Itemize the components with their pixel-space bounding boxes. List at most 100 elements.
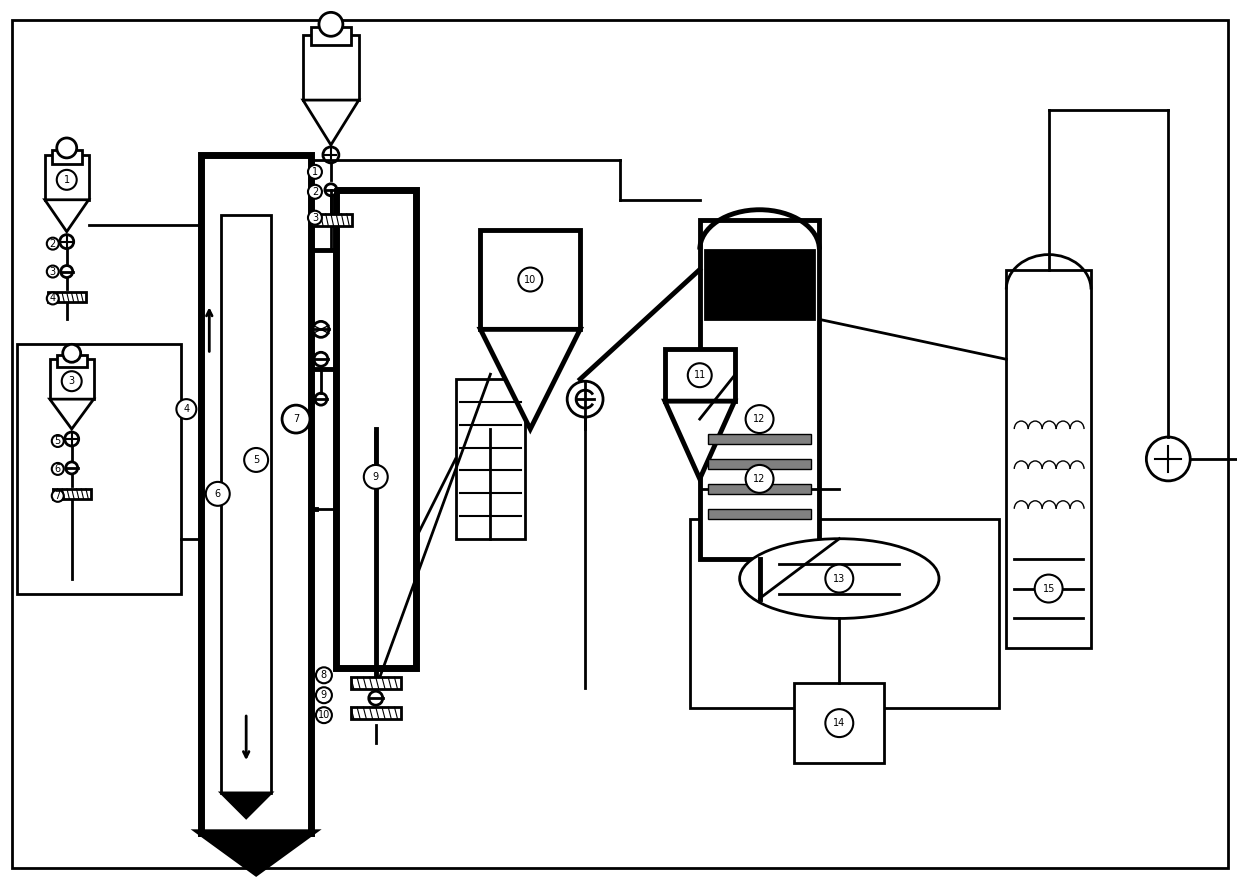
Circle shape — [316, 687, 332, 703]
Circle shape — [746, 405, 773, 433]
Polygon shape — [304, 100, 359, 145]
Circle shape — [59, 235, 73, 249]
Circle shape — [63, 344, 81, 362]
Circle shape — [52, 435, 63, 447]
Circle shape — [57, 170, 77, 189]
Bar — [311, 28, 351, 45]
Circle shape — [825, 709, 854, 737]
Text: 15: 15 — [1042, 583, 1054, 594]
Bar — [665, 349, 735, 401]
Circle shape — [318, 12, 343, 36]
Bar — [481, 229, 580, 329]
Circle shape — [64, 432, 79, 446]
Circle shape — [309, 164, 322, 179]
Circle shape — [567, 381, 603, 417]
Text: 4: 4 — [183, 404, 190, 414]
Text: 12: 12 — [753, 474, 766, 484]
Text: 4: 4 — [50, 293, 56, 303]
Bar — [707, 509, 812, 519]
Circle shape — [309, 185, 322, 199]
Bar — [222, 215, 271, 793]
Text: 3: 3 — [50, 267, 56, 276]
Polygon shape — [201, 833, 311, 873]
Circle shape — [176, 399, 196, 419]
Text: 1: 1 — [63, 175, 69, 185]
Circle shape — [52, 463, 63, 475]
Polygon shape — [50, 399, 94, 429]
Circle shape — [313, 352, 328, 366]
Text: 6: 6 — [55, 464, 61, 474]
Bar — [705, 250, 814, 319]
Bar — [700, 220, 819, 558]
Polygon shape — [665, 401, 735, 479]
Bar — [201, 155, 311, 833]
Bar — [1006, 269, 1092, 648]
Text: 8: 8 — [321, 670, 327, 680]
Text: 9: 9 — [373, 472, 379, 482]
Bar — [17, 344, 181, 594]
Circle shape — [57, 138, 77, 158]
Bar — [707, 434, 812, 444]
Text: 2: 2 — [312, 187, 318, 196]
Text: 3: 3 — [312, 212, 318, 223]
Text: 7: 7 — [55, 491, 61, 501]
Circle shape — [316, 707, 332, 723]
Circle shape — [282, 405, 310, 433]
Circle shape — [52, 490, 63, 501]
Text: 10: 10 — [317, 710, 330, 720]
Circle shape — [325, 184, 337, 196]
Circle shape — [61, 266, 73, 277]
Text: 5: 5 — [55, 436, 61, 446]
Ellipse shape — [740, 539, 939, 619]
Circle shape — [1146, 437, 1191, 481]
Text: 13: 13 — [833, 573, 845, 583]
Bar — [50, 359, 94, 399]
Bar — [304, 36, 359, 100]
Text: 5: 5 — [253, 455, 259, 465]
Circle shape — [316, 668, 332, 684]
Circle shape — [315, 393, 327, 405]
Bar — [48, 292, 85, 302]
Text: 12: 12 — [753, 414, 766, 424]
Text: 9: 9 — [321, 690, 327, 701]
Circle shape — [244, 448, 268, 472]
Circle shape — [364, 465, 388, 489]
Bar — [57, 356, 87, 367]
Bar — [794, 684, 885, 763]
Circle shape — [313, 322, 328, 337]
Circle shape — [323, 147, 339, 163]
Circle shape — [688, 364, 711, 388]
Circle shape — [825, 565, 854, 593]
Text: 1: 1 — [312, 167, 318, 177]
Text: 10: 10 — [524, 275, 536, 284]
Bar — [45, 155, 89, 200]
Bar — [351, 707, 400, 719]
Text: 7: 7 — [292, 414, 299, 424]
Circle shape — [66, 462, 78, 474]
Text: 11: 11 — [694, 370, 706, 380]
Bar — [690, 519, 999, 709]
Circle shape — [1035, 574, 1063, 603]
Bar — [336, 189, 415, 669]
Polygon shape — [481, 329, 580, 429]
Circle shape — [62, 372, 82, 391]
Bar — [456, 380, 525, 539]
Circle shape — [369, 692, 383, 705]
Circle shape — [47, 292, 58, 304]
Text: 6: 6 — [214, 489, 221, 499]
Circle shape — [518, 268, 543, 292]
Circle shape — [746, 465, 773, 493]
Bar — [707, 459, 812, 469]
Polygon shape — [222, 793, 271, 818]
Polygon shape — [45, 200, 89, 232]
Circle shape — [206, 482, 229, 506]
Circle shape — [309, 211, 322, 225]
Bar — [52, 150, 82, 164]
Text: 3: 3 — [68, 376, 74, 386]
Bar — [310, 213, 352, 226]
Bar — [707, 484, 812, 494]
Circle shape — [47, 266, 58, 277]
Circle shape — [47, 237, 58, 250]
Bar — [351, 677, 400, 689]
Bar — [53, 489, 90, 499]
